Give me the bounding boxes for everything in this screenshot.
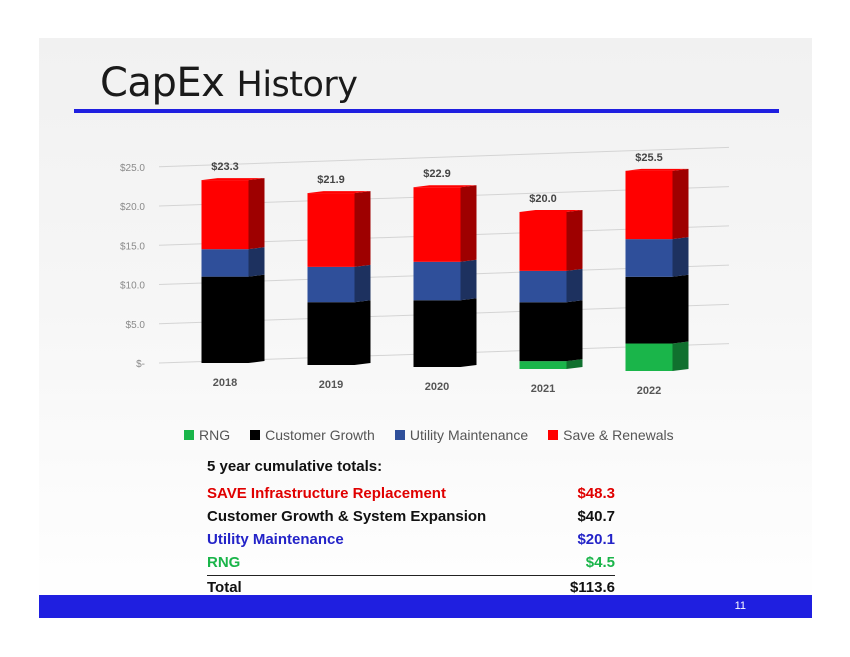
data-label: $25.5 <box>635 152 663 164</box>
legend-item-save-renewals: Save & Renewals <box>548 427 674 443</box>
bar-segment <box>625 276 673 344</box>
totals-row-value: $20.1 <box>577 531 615 548</box>
y-tick-label: $5.0 <box>126 320 146 331</box>
y-tick-label: $25.0 <box>120 163 145 174</box>
bar-segment <box>519 302 567 362</box>
data-label: $23.3 <box>211 161 239 173</box>
bar-segment <box>201 276 249 363</box>
totals-row-value: $40.7 <box>577 508 615 525</box>
legend-swatch-utility-maintenance <box>394 430 405 440</box>
bar-segment <box>519 361 567 369</box>
totals-row-grand-total: Total $113.6 <box>207 575 615 599</box>
x-tick-label: 2018 <box>213 377 237 389</box>
legend-item-utility-maintenance: Utility Maintenance <box>394 427 529 443</box>
bar-side <box>566 300 583 362</box>
legend-item-rng: RNG <box>184 427 230 443</box>
slide-title: CapEx History <box>100 60 358 106</box>
totals-row-label: Customer Growth & System Expansion <box>207 508 487 525</box>
title-underline <box>74 109 779 113</box>
legend-swatch-rng <box>184 430 194 440</box>
bar-side <box>672 341 689 371</box>
total-label: Total <box>207 579 242 596</box>
bar-side <box>354 191 371 267</box>
bar-segment <box>307 302 355 365</box>
page-number: 11 <box>734 600 746 612</box>
totals-heading: 5 year cumulative totals: <box>207 458 383 475</box>
bar-segment <box>519 270 567 303</box>
bar-segment <box>413 300 461 367</box>
bar-segment <box>201 180 249 250</box>
bar-side <box>566 359 583 369</box>
totals-row: RNG $4.5 <box>207 551 615 574</box>
bar-side <box>248 274 265 363</box>
x-tick-label: 2021 <box>531 383 555 395</box>
title-history: History <box>236 65 359 105</box>
footer-bar: 11 <box>39 595 812 618</box>
bar-side <box>672 168 689 240</box>
title-capex: CapEx <box>100 60 225 106</box>
legend-label-rng: RNG <box>199 427 231 443</box>
y-tick-label: $15.0 <box>120 241 145 252</box>
y-tick-label: $20.0 <box>120 202 145 213</box>
bar-top <box>307 191 371 194</box>
bar-side <box>248 178 265 250</box>
legend-label-customer-growth: Customer Growth <box>265 427 375 443</box>
y-tick-label: $10.0 <box>120 281 145 292</box>
x-tick-label: 2020 <box>425 381 449 393</box>
bar-segment <box>625 239 673 277</box>
bar-top <box>519 210 583 212</box>
capex-chart: $- $5.0 $10.0 $15.0 $20.0 $25.0 $23.3 2018 $21.9… <box>120 146 730 397</box>
bar-side <box>354 264 371 303</box>
bar-segment <box>201 249 249 277</box>
bar-segment <box>413 187 461 262</box>
bar-segment <box>519 212 567 271</box>
totals-row-label: RNG <box>207 554 241 571</box>
totals-row-label: Utility Maintenance <box>207 531 344 548</box>
bar-side <box>460 259 477 301</box>
bar-top <box>625 168 689 171</box>
bar-side <box>460 185 477 262</box>
bar-segment <box>625 170 673 240</box>
totals-row: Utility Maintenance $20.1 <box>207 528 615 551</box>
data-label: $20.0 <box>529 193 557 205</box>
bar-segment <box>307 193 355 267</box>
totals-row-value: $48.3 <box>577 485 615 502</box>
bar-side <box>566 268 583 303</box>
bar-top <box>201 178 265 181</box>
y-tick-label: $- <box>136 359 145 370</box>
bar-side <box>672 274 689 344</box>
bar-side <box>248 247 265 277</box>
bar-side <box>566 210 583 271</box>
gridline <box>158 146 730 168</box>
bar-segment <box>625 343 673 371</box>
legend-swatch-save-renewals <box>548 430 559 440</box>
totals-row-label: SAVE Infrastructure Replacement <box>207 485 446 502</box>
data-label: $21.9 <box>317 174 345 186</box>
bar-top <box>413 185 477 188</box>
x-tick-label: 2022 <box>637 385 661 397</box>
bar-side <box>672 237 689 277</box>
slide: CapEx History $- $5.0 $10.0 $15.0 $20.0 $25.0… <box>39 38 812 618</box>
legend-label-utility-maintenance: Utility Maintenance <box>409 427 529 443</box>
data-label: $22.9 <box>423 168 451 180</box>
bar-segment <box>307 266 355 303</box>
legend-swatch-customer-growth <box>250 430 261 440</box>
totals-row-value: $4.5 <box>585 554 615 571</box>
bar-side <box>354 300 371 365</box>
cumulative-totals: 5 year cumulative totals: SAVE Infrastru… <box>207 458 615 599</box>
bar-side <box>460 298 477 367</box>
totals-row: Customer Growth & System Expansion $40.7 <box>207 505 615 528</box>
total-value: $113.6 <box>569 579 615 596</box>
x-tick-label: 2019 <box>319 379 343 391</box>
bar-segment <box>413 261 461 301</box>
legend-label-save-renewals: Save & Renewals <box>563 427 674 443</box>
chart-legend: RNG Customer Growth Utility Maintenance … <box>184 427 674 443</box>
totals-row: SAVE Infrastructure Replacement $48.3 <box>207 482 615 505</box>
legend-item-customer-growth: Customer Growth <box>250 427 375 443</box>
